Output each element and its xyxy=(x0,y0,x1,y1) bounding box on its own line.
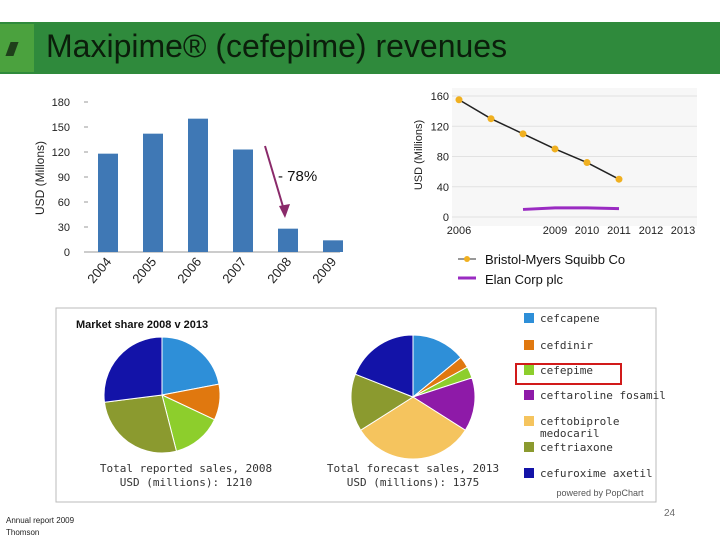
bar-2008 xyxy=(278,228,298,252)
pie-2008-slice-cefepime xyxy=(161,394,216,452)
bar-x-tick-2007: 2007 xyxy=(219,254,249,286)
legend-label-cefcapene: cefcapene xyxy=(540,312,600,325)
market-share-panel: Market share 2008 v 2013 Total reported … xyxy=(55,307,666,503)
bar-2005 xyxy=(143,133,163,252)
line-legend: Bristol-Myers Squibb Co Elan Corp plc xyxy=(458,252,625,287)
title-accent xyxy=(0,24,34,72)
legend-label-ceftobiprole: ceftobiprole xyxy=(540,415,619,428)
line-y-tick-40: 40 xyxy=(437,182,449,194)
bar-x-tick-2009: 2009 xyxy=(309,254,339,286)
source-annual-report: Annual report 2009 xyxy=(6,516,75,525)
bms-point-2011 xyxy=(615,175,623,183)
legend-swatch-ceftobiprole xyxy=(524,416,534,426)
pie-2013-slice-ceftriaxone xyxy=(350,373,415,431)
pie-2008-slice-cefcapene xyxy=(161,336,220,396)
legend-elan-label: Elan Corp plc xyxy=(485,272,564,287)
legend-label-ceftobiprole-line2: medocaril xyxy=(540,427,600,440)
decline-annotation: - 78% xyxy=(278,168,317,185)
bms-point-2010 xyxy=(583,159,591,167)
legend-label-cefuroxime-axetil: cefuroxime axetil xyxy=(540,467,653,480)
pie-2013-slice-ceftobiprole-medocaril xyxy=(359,396,467,460)
legend-swatch-cefcapene xyxy=(524,313,534,323)
line-x-tick-2010: 2010 xyxy=(575,225,599,237)
decline-arrow xyxy=(264,145,285,211)
legend-label-ceftaroline-fosamil: ceftaroline fosamil xyxy=(540,389,666,402)
line-chart: USD (Millions) 0 40 80 120 160 2006 2009 2010 2… xyxy=(413,88,697,237)
slide-title: Maxipime® (cefepime) revenues xyxy=(46,28,508,64)
bms-point-2007 xyxy=(487,115,495,123)
market-share-title: Market share 2008 v 2013 xyxy=(76,319,208,331)
bar-y-tick-30: 30 xyxy=(58,222,70,234)
line-x-tick-2009: 2009 xyxy=(543,225,567,237)
bar-y-tick-90: 90 xyxy=(58,172,70,184)
bms-point-2006 xyxy=(455,96,463,104)
pie-2008-label-1: Total reported sales, 2008 xyxy=(100,462,272,475)
bms-series-line xyxy=(458,99,620,180)
bar-y-tick-0: 0 xyxy=(64,247,70,259)
bar-y-tick-120: 120 xyxy=(52,147,70,159)
bms-point-2008 xyxy=(519,130,527,138)
title-bar xyxy=(0,22,720,74)
legend-swatch-ceftaroline-fosamil xyxy=(524,390,534,400)
pie-2013-slice-ceftaroline-fosamil xyxy=(411,377,476,431)
page-number: 24 xyxy=(664,508,676,519)
bar-x-tick-2005: 2005 xyxy=(129,254,159,286)
powered-by-label: powered by PopChart xyxy=(556,488,644,498)
bar-y-tick-180: 180 xyxy=(52,97,70,109)
line-y-tick-160: 160 xyxy=(431,91,449,103)
bms-point-2009 xyxy=(551,145,559,153)
pie-2013-label-2: USD (millions): 1375 xyxy=(347,476,479,489)
legend-label-cefdinir: cefdinir xyxy=(540,339,593,352)
bar-chart: USD (Millons) 0 30 60 90 120 150 180 2004 2005 2… xyxy=(33,97,343,286)
pie-legend: cefcapene cefdinir cefepime ceftaroline fos… xyxy=(524,312,666,480)
legend-bms-marker xyxy=(464,256,470,262)
line-x-tick-2012: 2012 xyxy=(639,225,663,237)
legend-bms-label: Bristol-Myers Squibb Co xyxy=(485,252,625,267)
pie-2008-slice-ceftriaxone xyxy=(103,394,178,454)
pie-2008-slice-cefuroxime-axetil xyxy=(103,336,163,403)
line-x-tick-2013: 2013 xyxy=(671,225,695,237)
pie-2008-label-2: USD (millions): 1210 xyxy=(120,476,252,489)
bar-2007 xyxy=(233,149,253,252)
legend-swatch-cefuroxime-axetil xyxy=(524,468,534,478)
legend-swatch-cefdinir xyxy=(524,340,534,350)
pie-2013-slice-cefcapene xyxy=(412,334,462,399)
bar-y-tick-60: 60 xyxy=(58,197,70,209)
bar-x-tick-2004: 2004 xyxy=(84,254,114,286)
bar-x-tick-2006: 2006 xyxy=(174,254,204,286)
line-y-tick-80: 80 xyxy=(437,152,449,164)
bar-y-tick-150: 150 xyxy=(52,122,70,134)
line-y-axis-label: USD (Millions) xyxy=(413,120,425,190)
elan-series-line xyxy=(522,206,620,211)
bar-y-axis-label: USD (Millons) xyxy=(33,141,47,215)
legend-label-ceftriaxone: ceftriaxone xyxy=(540,441,613,454)
bar-2009 xyxy=(323,240,343,252)
bar-2004 xyxy=(98,153,118,252)
cefepime-highlight-box xyxy=(515,363,622,385)
line-x-tick-2006: 2006 xyxy=(447,225,471,237)
decline-arrow-head xyxy=(279,204,290,218)
legend-swatch-cefepime xyxy=(524,365,534,375)
bar-x-tick-2008: 2008 xyxy=(264,254,294,286)
source-thomson: Thomson xyxy=(6,528,40,537)
line-x-tick-2011: 2011 xyxy=(607,225,631,237)
pie-2013-slice-cefuroxime-axetil xyxy=(354,334,414,398)
legend-swatch-ceftriaxone xyxy=(524,442,534,452)
pie-2013-label-1: Total forecast sales, 2013 xyxy=(327,462,499,475)
line-y-tick-0: 0 xyxy=(443,212,449,224)
legend-label-cefepime: cefepime xyxy=(540,364,593,377)
line-y-tick-120: 120 xyxy=(431,121,449,133)
bar-2006 xyxy=(188,118,208,253)
